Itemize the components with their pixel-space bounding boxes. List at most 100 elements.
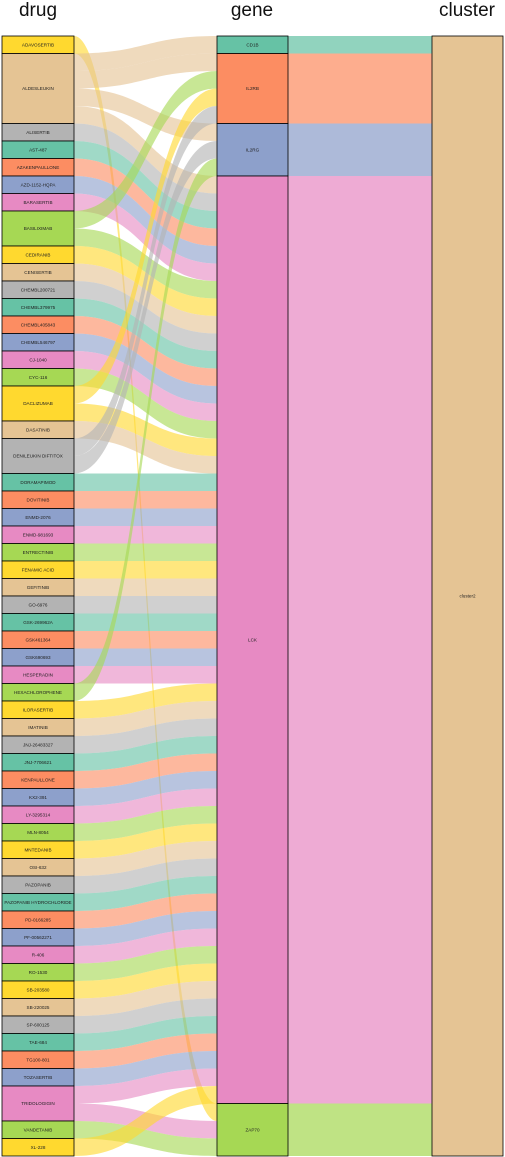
drug-node-xl-228	[1, 1138, 75, 1157]
flow-go-6976-to-lck	[74, 596, 217, 614]
drug-label-basiliximab: BASILIXIMAB	[24, 226, 53, 231]
drug-label-chembl405843: CHEMBL405843	[21, 322, 56, 327]
drug-label-pf-00562271: PF-00562271	[24, 935, 52, 940]
drug-label-vandetanib: VANDETANIB	[24, 1127, 53, 1132]
drug-label-imatinib: IMATINIB	[28, 725, 48, 730]
flow-aldesleukin-to-cd1b	[74, 36, 217, 71]
flow-ast-487-to-lck	[74, 141, 217, 229]
flow-layer	[74, 36, 432, 1156]
cluster-node-cluster2	[431, 35, 504, 1157]
flow-enmd-981693-to-lck	[74, 526, 217, 544]
drug-label-sb-203580: SB-203580	[27, 987, 50, 992]
drug-label-alisertib: ALISERTIB	[26, 130, 49, 135]
gene-node-il2rg	[216, 123, 289, 177]
flow-tozasertib-to-lck	[74, 1051, 217, 1086]
node-layer	[1, 35, 504, 1157]
flow-chembl546797-to-lck	[74, 333, 217, 404]
drug-label-tae-684: TAE-684	[29, 1040, 47, 1045]
flow-doramapimod-to-lck	[74, 473, 217, 491]
drug-label-kenpaullone: KENPAULLONE	[21, 777, 55, 782]
drug-label-chembl200721: CHEMBL200721	[21, 287, 56, 292]
drug-label-gsk690693: GSK690693	[25, 655, 50, 660]
drug-label-cenisertib: CENISERTIB	[24, 270, 51, 275]
drug-label-aldesleukin: ALDESLEUKIN	[22, 86, 54, 91]
header-layer: drug gene cluster	[19, 0, 496, 21]
cluster-label-cluster2: cluster2	[459, 594, 476, 599]
flow-il2rg-to-cluster2	[288, 123, 432, 176]
drug-label-pazopanib: PAZOPANIB	[25, 882, 51, 887]
drug-label-kx2-391: KX2-391	[29, 795, 47, 800]
drug-label-dasatinib: DASATINIB	[26, 427, 50, 432]
drug-label-tozasertib: TOZASERTIB	[24, 1075, 53, 1080]
flow-hexachlorophene-to-il2rg	[74, 158, 217, 701]
flow-ilorasertib-to-lck	[74, 683, 217, 719]
flow-gsk461364-to-lck	[74, 631, 217, 649]
drug-label-azd-1152-hqpa: AZD-1152-HQPA	[21, 182, 57, 187]
drug-label-dovitinib: DOVITINIB	[27, 497, 50, 502]
stage-header-gene: gene	[231, 0, 273, 21]
flow-pd-0166285-to-lck	[74, 893, 217, 929]
stage-header-drug: drug	[19, 0, 57, 21]
flow-vandetanib-to-zap70	[74, 1121, 217, 1156]
drug-label-sp-600125: SP-600125	[27, 1022, 50, 1027]
drug-label-mntedanib: MNTEDANIB	[24, 847, 51, 852]
drug-label-cyc-116: CYC-116	[29, 375, 48, 380]
drug-label-tg100-801: TG100-801	[26, 1057, 50, 1062]
flow-kx2-391-to-lck	[74, 771, 217, 806]
flow-ly-3295314-to-lck	[74, 788, 217, 824]
drug-label-xl-228: XL-228	[31, 1145, 46, 1150]
flow-aldesleukin-to-il2rb	[74, 53, 217, 89]
drug-label-hesperadin: HESPERADIN	[23, 672, 53, 677]
drug-label-denileukin-diftitox: DENILEUKIN DIFTITOX	[13, 454, 63, 459]
gene-label-lck: LCK	[248, 637, 258, 642]
flow-gsk690693-to-lck	[74, 648, 217, 666]
gene-label-il2rb: IL2RB	[246, 86, 259, 91]
stage-header-cluster: cluster	[439, 0, 496, 21]
flow-mln-8054-to-lck	[74, 806, 217, 841]
flow-ro-1530-to-lck	[74, 946, 217, 981]
flow-tg100-801-to-lck	[74, 1033, 217, 1069]
flow-sb-203580-to-lck	[74, 963, 217, 999]
gene-label-il2rg: IL2RG	[246, 147, 260, 152]
flow-gsk-269962a-to-lck	[74, 613, 217, 631]
gene-node-il2rb	[216, 53, 289, 124]
drug-label-osi-632: OSI-632	[29, 865, 47, 870]
drug-label-doramapimod: DORAMAPIMOD	[20, 480, 56, 485]
flow-pazopanib-hydrochloride-to-lck	[74, 876, 217, 911]
flow-chembl405843-to-lck	[74, 316, 217, 386]
flow-hesperadin-to-lck	[74, 666, 217, 684]
flow-denileukin-diftitox-to-il2rg	[74, 141, 217, 474]
flow-tridologigin-to-lck	[74, 1068, 217, 1104]
flow-imatinib-to-lck	[74, 701, 217, 736]
drug-label-ast-487: AST-487	[29, 147, 47, 152]
drug-label-hexachlorophene: HEXACHLOROPHENE	[14, 690, 62, 695]
drug-label-gefitinib: GEFITINIB	[27, 585, 49, 590]
flow-gefitinib-to-lck	[74, 578, 217, 596]
drug-label-pd-0166285: PD-0166285	[25, 917, 51, 922]
drug-label-enmd-981693: ENMD-981693	[23, 532, 54, 537]
drug-label-pazopanib-hydrochloride: PAZOPANIB HYDROCHLORIDE	[4, 900, 71, 905]
flow-jnj-7706621-to-lck	[74, 736, 217, 771]
flow-fenamic-acid-to-lck	[74, 561, 217, 579]
flow-daclizumab-to-il2rb	[74, 88, 217, 404]
drug-label-ro-1530: RO-1530	[29, 970, 48, 975]
flow-cd1b-to-cluster2	[288, 36, 432, 54]
drug-label-chembl546797: CHEMBL546797	[21, 340, 56, 345]
flow-mntedanib-to-lck	[74, 823, 217, 859]
gene-label-zap70: ZAP70	[245, 1127, 259, 1132]
flow-pazopanib-to-lck	[74, 858, 217, 894]
drug-label-jnj-26483327: JNJ-26483327	[23, 742, 53, 747]
drug-label-mln-8054: MLN-8054	[27, 830, 49, 835]
drug-label-barasertib: BARASERTIB	[23, 200, 52, 205]
drug-node-daclizumab	[1, 385, 75, 422]
drug-label-fenamic-acid: FENAMIC ACID	[22, 567, 55, 572]
flow-denileukin-diftitox-to-il2rb	[74, 106, 217, 456]
drug-label-entrectinib: ENTRECTINIB	[23, 550, 54, 555]
flow-osi-632-to-lck	[74, 841, 217, 876]
flow-cyc-116-to-lck	[74, 368, 217, 439]
flow-chembl379975-to-lck	[74, 298, 217, 369]
flow-sp-600125-to-lck	[74, 998, 217, 1034]
drug-label-enmd-2076: ENMD-2076	[25, 515, 51, 520]
flow-lck-to-cluster2	[288, 176, 432, 1104]
